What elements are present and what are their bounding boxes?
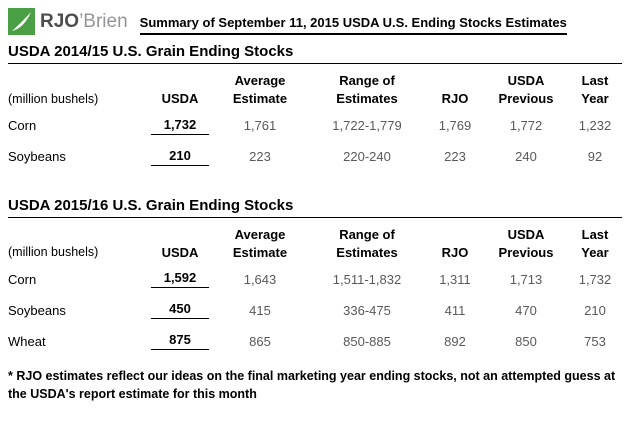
corn-previous-value: 1,772 bbox=[509, 118, 543, 133]
unit-label: (million bushels) bbox=[8, 91, 99, 106]
corn-usda-value: 1,592 bbox=[148, 262, 212, 293]
table-row-soybeans: Soybeans 450 415 336-475 411 470 210 bbox=[8, 293, 622, 324]
section-title-2014-15: USDA 2014/15 U.S. Grain Ending Stocks bbox=[8, 43, 622, 64]
header-rjo: RJO bbox=[441, 91, 469, 107]
corn-previous-value: 1,713 bbox=[509, 271, 543, 287]
header-row-2: (million bushels) USDA Estimate Estimate… bbox=[8, 244, 622, 262]
header-range-line1: Range of bbox=[339, 226, 395, 242]
header-row-1: Average Range of USDA Last bbox=[8, 220, 622, 244]
corn-lastyear-value: 1,232 bbox=[578, 118, 612, 133]
corn-range-value: 1,511-1,832 bbox=[332, 271, 402, 287]
rjobrien-logo: RJO’Brien bbox=[8, 8, 128, 35]
table-row-soybeans: Soybeans 210 223 220-240 223 240 92 bbox=[8, 140, 622, 171]
corn-range-value: 1,722-1,779 bbox=[332, 118, 402, 133]
logo-text-brien: ’Brien bbox=[79, 10, 128, 32]
header-average-line1: Average bbox=[234, 73, 286, 88]
section-2015-16: USDA 2015/16 U.S. Grain Ending Stocks Av… bbox=[8, 197, 622, 356]
header-rjo: RJO bbox=[441, 244, 469, 260]
corn-rjo-value: 1,769 bbox=[438, 118, 472, 133]
top-bar: RJO’Brien Summary of September 11, 2015 … bbox=[8, 8, 622, 35]
table-row-corn: Corn 1,592 1,643 1,511-1,832 1,311 1,713… bbox=[8, 262, 622, 293]
logo-text-rjo: RJO bbox=[40, 10, 80, 32]
header-range-line2: Estimates bbox=[336, 244, 398, 260]
soybeans-lastyear-value: 210 bbox=[584, 302, 606, 318]
row-label-corn: Corn bbox=[8, 271, 37, 287]
corn-average-value: 1,643 bbox=[243, 271, 277, 287]
wheat-average-value: 865 bbox=[249, 333, 271, 349]
header-row-2: (million bushels) USDA Estimate Estimate… bbox=[8, 90, 622, 108]
soybeans-range-value: 220-240 bbox=[343, 149, 391, 164]
header-last-line1: Last bbox=[581, 226, 609, 242]
soybeans-usda-value: 210 bbox=[148, 140, 212, 171]
header-last-line1: Last bbox=[581, 73, 609, 88]
header-usda: USDA bbox=[161, 244, 199, 260]
header-range-line1: Range of bbox=[339, 73, 395, 88]
soybeans-previous-value: 470 bbox=[515, 302, 537, 318]
soybeans-rjo-value: 411 bbox=[444, 302, 466, 318]
row-label-wheat: Wheat bbox=[8, 333, 46, 349]
section-title-2015-16: USDA 2015/16 U.S. Grain Ending Stocks bbox=[8, 197, 622, 218]
corn-usda-value: 1,732 bbox=[148, 109, 212, 140]
row-label-corn: Corn bbox=[8, 118, 37, 133]
unit-label: (million bushels) bbox=[8, 245, 99, 260]
footnote: * RJO estimates reflect our ideas on the… bbox=[8, 369, 616, 401]
header-average-line2: Estimate bbox=[232, 244, 288, 260]
header-usda: USDA bbox=[161, 91, 199, 107]
wheat-usda-value: 875 bbox=[148, 324, 212, 355]
table-row-wheat: Wheat 875 865 850-885 892 850 753 bbox=[8, 324, 622, 355]
row-label-soybeans: Soybeans bbox=[8, 149, 66, 164]
header-range-line2: Estimates bbox=[336, 91, 398, 107]
soybeans-rjo-value: 223 bbox=[444, 149, 466, 164]
header-last-line2: Year bbox=[581, 244, 609, 260]
soybeans-usda-value: 450 bbox=[148, 293, 212, 324]
report-title: Summary of September 11, 2015 USDA U.S. … bbox=[139, 15, 567, 35]
row-label-soybeans: Soybeans bbox=[8, 302, 66, 318]
soybeans-average-value: 415 bbox=[249, 302, 271, 318]
soybeans-lastyear-value: 92 bbox=[587, 149, 603, 164]
wheat-range-value: 850-885 bbox=[343, 333, 391, 349]
grain-table-2014-15: Average Range of USDA Last (million bush… bbox=[8, 66, 622, 171]
rjobrien-logo-text: RJO’Brien bbox=[40, 11, 128, 33]
table-row-corn: Corn 1,732 1,761 1,722-1,779 1,769 1,772… bbox=[8, 109, 622, 140]
header-previous-line1: USDA bbox=[507, 226, 545, 242]
header-last-line2: Year bbox=[581, 91, 609, 107]
soybeans-range-value: 336-475 bbox=[343, 302, 391, 318]
wheat-rjo-value: 892 bbox=[444, 333, 466, 349]
header-average-line2: Estimate bbox=[232, 91, 288, 107]
soybeans-previous-value: 240 bbox=[515, 149, 537, 164]
header-previous-line2: Previous bbox=[498, 244, 554, 260]
wheat-lastyear-value: 753 bbox=[584, 333, 606, 349]
corn-rjo-value: 1,311 bbox=[439, 271, 471, 287]
soybeans-average-value: 223 bbox=[249, 149, 271, 164]
rjobrien-leaf-icon bbox=[8, 8, 35, 35]
header-previous-line1: USDA bbox=[507, 73, 545, 88]
section-2014-15: USDA 2014/15 U.S. Grain Ending Stocks Av… bbox=[8, 43, 622, 171]
header-row-1: Average Range of USDA Last bbox=[8, 66, 622, 90]
wheat-previous-value: 850 bbox=[515, 333, 537, 349]
header-average-line1: Average bbox=[234, 226, 286, 242]
grain-table-2015-16: Average Range of USDA Last (million bush… bbox=[8, 220, 622, 356]
header-previous-line2: Previous bbox=[498, 91, 554, 107]
corn-lastyear-value: 1,732 bbox=[578, 271, 612, 287]
corn-average-value: 1,761 bbox=[243, 118, 277, 133]
